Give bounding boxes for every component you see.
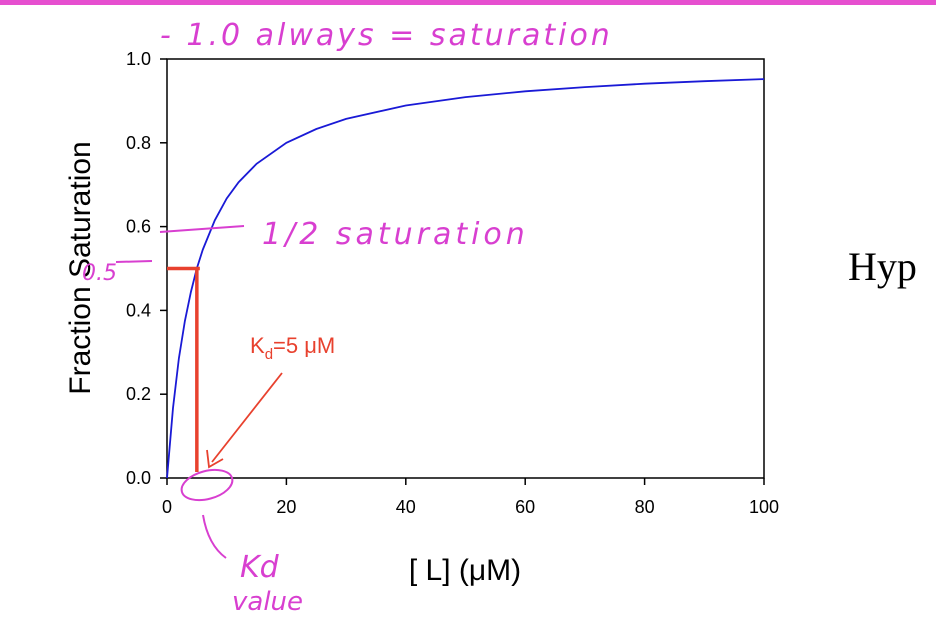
x-tick-label: 0	[162, 497, 172, 517]
x-axis-title: [ L] (μM)	[409, 554, 521, 587]
x-tick-label: 100	[749, 497, 779, 517]
y-tick-label: 0.4	[126, 300, 151, 320]
y-tick-label: 0.0	[126, 468, 151, 488]
y-tick-label: 0.2	[126, 384, 151, 404]
handwritten-value-word: value	[232, 587, 303, 617]
x-tick-label: 20	[276, 497, 296, 517]
y-axis-title: Fraction Saturation	[64, 141, 97, 394]
side-title-fragment: Hyp	[848, 244, 917, 289]
x-tick-label: 80	[635, 497, 655, 517]
x-tick-label: 40	[396, 497, 416, 517]
kd-arrow-head	[206, 449, 224, 469]
y-tick-label: 0.8	[126, 133, 151, 153]
handwritten-value-dash	[115, 260, 153, 263]
handwritten-pointer-stroke	[202, 514, 227, 559]
axis-ticks: 0 20 40 60 80 100 0.0 0.2 0.4 0.6 0.8 1.0	[126, 49, 779, 517]
kd-annotation: Kd=5 μM	[167, 266, 335, 472]
saturation-curve	[166, 78, 765, 479]
handwritten-kd-word: Kd	[240, 550, 280, 585]
handwritten-top-note: - 1.0 always = saturation	[160, 18, 613, 53]
kd-pointer-arrow	[211, 372, 283, 463]
series-group	[166, 78, 765, 479]
handwritten-notes: - 1.0 always = saturation 1/2 saturation…	[82, 18, 613, 617]
kd-label: Kd=5 μM	[250, 333, 335, 363]
handwritten-half-note: 1/2 saturation	[262, 217, 529, 252]
y-tick-label: 1.0	[126, 49, 151, 69]
top-accent-bar	[0, 0, 936, 5]
x-tick-label: 60	[515, 497, 535, 517]
handwritten-half-value: 0.5	[82, 261, 117, 286]
plot-frame	[166, 58, 765, 479]
handwritten-circle	[180, 468, 234, 502]
handwritten-dash-stroke	[159, 225, 245, 233]
y-tick-label: 0.6	[126, 217, 151, 237]
